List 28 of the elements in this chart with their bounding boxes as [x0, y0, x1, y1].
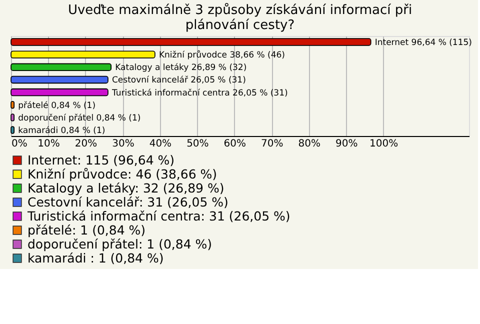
x-tick-label: 70% — [261, 138, 284, 150]
x-tick-label: 60% — [224, 138, 246, 150]
legend-label: Knižní průvodce: 46 (38,66 %) — [28, 166, 218, 182]
legend-label: přátelé: 1 (0,84 %) — [28, 222, 146, 238]
x-tick-label: 90% — [336, 138, 358, 150]
legend-label: kamarádi : 1 (0,84 %) — [28, 250, 164, 266]
x-tick-label: 40% — [149, 138, 172, 150]
data-label: doporučení přátel 0,84 % (1) — [18, 113, 141, 124]
legend-label: Turistická informační centra: 31 (26,05 %) — [26, 208, 290, 224]
legend-label: doporučení přátel: 1 (0,84 %) — [28, 236, 212, 252]
data-label: Turistická informační centra 26,05 % (31) — [111, 88, 288, 98]
data-label: Katalogy a letáky 26,89 % (32) — [115, 63, 247, 74]
x-tick-label: 50% — [186, 138, 209, 150]
legend-label: Internet: 115 (96,64 %) — [28, 152, 175, 168]
x-tick-label: 30% — [112, 138, 134, 150]
data-label: Cestovní kancelář 26,05 % (31) — [112, 76, 246, 86]
data-label: Internet 96,64 % (115) — [374, 38, 472, 48]
data-label: přátelé 0,84 % (1) — [18, 100, 96, 111]
x-tick-label: 20% — [74, 138, 98, 150]
chart-title: Uveďte maximálně 3 způsoby získávání informací při plánování cesty? — [68, 2, 412, 33]
legend-label: Katalogy a letáky: 32 (26,89 %) — [28, 180, 224, 196]
x-tick-label: 10% — [38, 138, 60, 150]
x-tick-label: 80% — [298, 138, 321, 150]
x-tick-label: 0% — [12, 138, 28, 150]
data-label: kamarádi 0,84 % (1) — [18, 126, 106, 136]
x-tick-label: 100% — [370, 138, 398, 150]
data-label: Knižní průvodce 38,66 % (46) — [158, 50, 285, 61]
legend-label: Cestovní kancelář: 31 (26,05 %) — [28, 194, 228, 210]
